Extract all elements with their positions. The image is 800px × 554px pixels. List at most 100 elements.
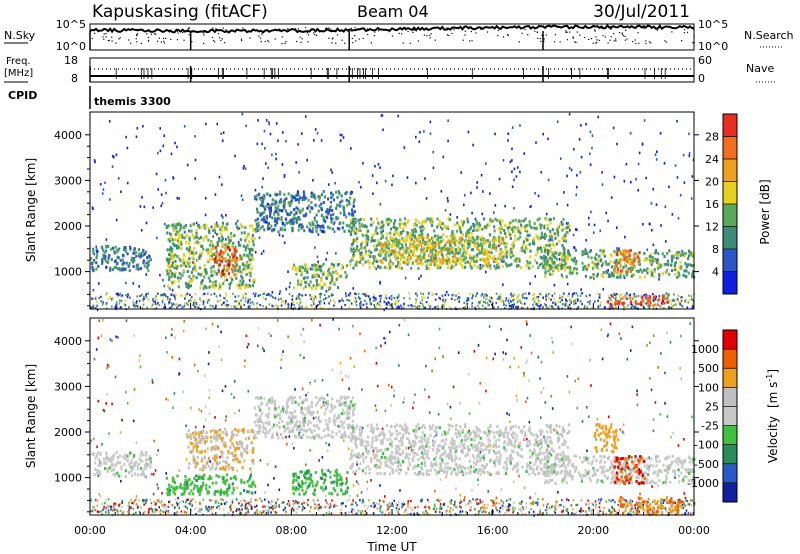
power-ground-cell — [359, 306, 362, 309]
power-echo-cell — [224, 250, 227, 254]
power-ground-cell — [419, 292, 422, 295]
power-echo-cell — [626, 270, 630, 274]
power-echo-cell — [227, 245, 230, 249]
power-echo-cell — [426, 259, 429, 263]
power-echo-cell — [179, 240, 183, 244]
velocity-noise-cell — [139, 365, 142, 369]
velocity-noise-cell — [105, 402, 108, 405]
power-ground-cell — [219, 294, 221, 297]
noise-search-dot — [242, 27, 244, 29]
power-echo-cell — [251, 224, 254, 228]
power-echo-cell — [304, 214, 307, 218]
noise-search-dot — [615, 40, 617, 42]
power-echo-cell — [252, 228, 255, 232]
power-noise-cell — [545, 212, 548, 216]
power-ground-cell — [364, 299, 366, 302]
power-echo-cell — [535, 227, 538, 231]
power-echo-cell — [466, 260, 469, 264]
power-echo-cell — [637, 259, 640, 263]
velocity-noise-cell — [472, 465, 475, 469]
power-noise-cell — [115, 153, 118, 157]
power-echo-cell — [213, 269, 216, 273]
noise-search-dot — [259, 37, 261, 39]
power-ground-cell — [568, 292, 570, 295]
power-ground-cell — [237, 304, 240, 307]
power-echo-cell — [185, 247, 189, 251]
power-echo-cell — [205, 286, 208, 290]
power-ground-cell — [193, 302, 195, 305]
power-echo-cell — [185, 240, 188, 244]
power-ground-cell — [135, 301, 138, 304]
power-echo-cell — [399, 253, 402, 257]
power-echo-cell — [563, 252, 566, 256]
power-ground-cell — [520, 306, 523, 309]
power-noise-cell — [493, 260, 495, 263]
power-echo-cell — [265, 220, 268, 224]
power-echo-cell — [397, 240, 401, 244]
velocity-noise-cell — [456, 473, 459, 477]
power-echo-cell — [174, 232, 177, 236]
power-echo-cell — [618, 299, 621, 303]
power-echo-cell — [387, 247, 391, 251]
power-ground-cell — [181, 306, 184, 309]
power-ground-cell — [478, 302, 481, 305]
power-ground-cell — [522, 292, 525, 296]
power-echo-cell — [488, 250, 491, 254]
velocity-noise-cell — [660, 502, 663, 506]
power-echo-cell — [614, 300, 618, 304]
power-echo-cell — [146, 256, 149, 260]
power-noise-cell — [439, 225, 442, 229]
power-echo-cell — [656, 258, 659, 262]
noise-search-dot — [539, 37, 541, 40]
power-ground-cell — [315, 297, 318, 300]
power-echo-cell — [482, 250, 485, 254]
velocity-noise-cell — [348, 387, 350, 391]
power-echo-cell — [536, 248, 539, 252]
power-noise-cell — [160, 193, 163, 196]
power-echo-cell — [629, 269, 632, 273]
power-noise-cell — [101, 192, 104, 195]
power-echo-cell — [283, 223, 286, 227]
power-echo-cell — [536, 218, 539, 222]
power-echo-cell — [661, 299, 665, 303]
power-echo-cell — [167, 261, 170, 265]
power-ground-cell — [194, 293, 197, 296]
power-ground-cell — [102, 301, 105, 304]
power-ground-cell — [503, 303, 505, 306]
power-echo-cell — [572, 270, 575, 274]
power-ground-cell — [196, 305, 198, 308]
power-ground-cell — [313, 296, 316, 299]
power-echo-cell — [187, 286, 190, 290]
noise-search-dot — [507, 34, 509, 37]
power-noise-cell — [254, 294, 256, 298]
power-echo-cell — [643, 258, 646, 262]
power-echo-cell — [389, 227, 393, 231]
power-echo-cell — [458, 237, 461, 241]
power-echo-cell — [200, 280, 203, 284]
power-noise-cell — [157, 188, 159, 191]
power-echo-cell — [539, 246, 543, 250]
power-echo-cell — [613, 266, 617, 270]
power-ground-cell — [237, 294, 240, 298]
power-echo-cell — [172, 242, 175, 246]
power-noise-cell — [470, 191, 472, 195]
velocity-noise-cell — [131, 458, 134, 462]
power-echo-cell — [121, 253, 125, 257]
power-echo-cell — [441, 256, 444, 260]
power-echo-cell — [624, 295, 627, 299]
power-echo-cell — [556, 232, 560, 236]
power-echo-cell — [261, 204, 264, 208]
power-echo-cell — [687, 271, 690, 275]
power-echo-cell — [311, 263, 314, 267]
power-ground-cell — [156, 303, 158, 306]
power-noise-cell — [298, 171, 301, 174]
power-ground-cell — [399, 304, 402, 307]
power-echo-cell — [663, 254, 666, 258]
power-echo-cell — [440, 249, 443, 253]
power-echo-cell — [439, 259, 442, 263]
power-ground-cell — [518, 293, 521, 296]
power-echo-cell — [433, 241, 436, 245]
power-ground-cell — [573, 292, 576, 295]
noise-search-dot — [536, 31, 538, 33]
power-echo-cell — [551, 228, 554, 232]
